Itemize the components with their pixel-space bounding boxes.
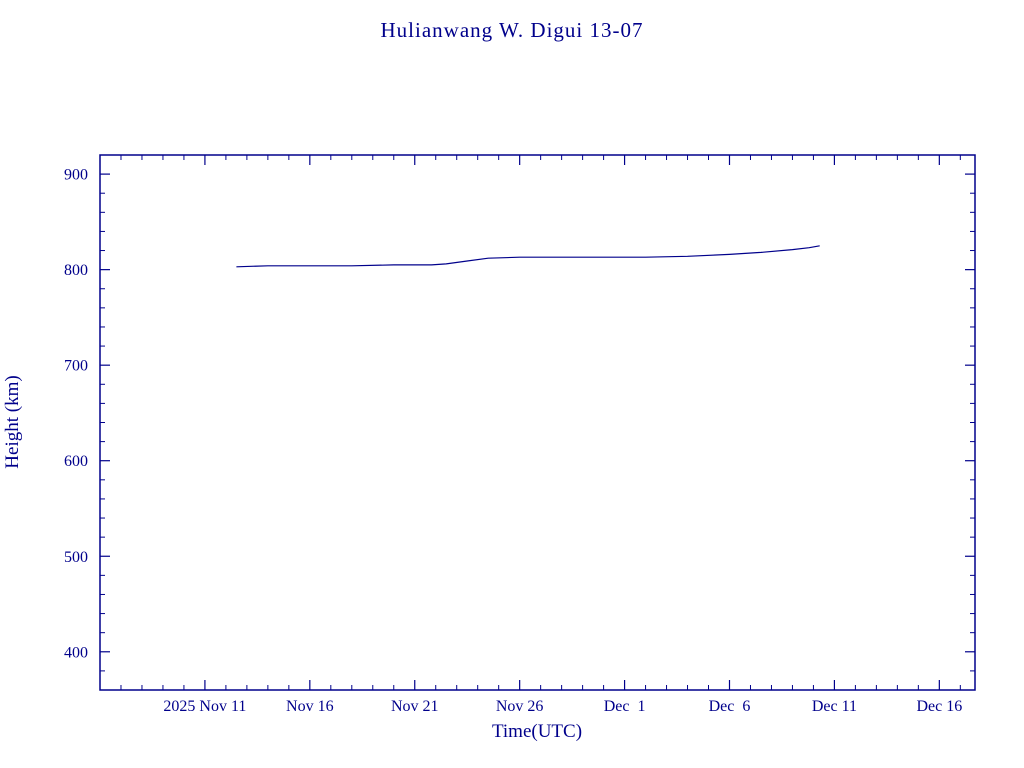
y-tick-label: 500 [64, 549, 88, 566]
x-axis-label: Time(UTC) [492, 721, 582, 742]
y-tick-label: 700 [64, 358, 88, 375]
x-tick-label: Nov 16 [286, 698, 334, 715]
plot-area: 400 500 600 700 800 900 2025 Nov 11 Nov 16 Nov 2… [64, 154, 976, 715]
chart-title: Hulianwang W. Digui 13-07 [381, 18, 644, 42]
x-tick-label: Dec 6 [709, 698, 751, 715]
y-tick-label: 800 [64, 262, 88, 279]
y-axis-label: Height (km) [2, 375, 23, 468]
x-tick-label: Dec 16 [916, 698, 962, 715]
height-series-line [236, 245, 820, 268]
x-tick-label: Nov 26 [496, 698, 544, 715]
y-tick-label: 400 [64, 644, 88, 661]
y-tick-label: 900 [64, 167, 88, 184]
y-tick-label: 600 [64, 453, 88, 470]
x-tick-label: Dec 11 [812, 698, 857, 715]
x-tick-label: 2025 Nov 11 [163, 698, 246, 715]
x-tick-label: Dec 1 [604, 698, 646, 715]
plot-frame [99, 154, 976, 691]
x-tick-label: Nov 21 [391, 698, 439, 715]
